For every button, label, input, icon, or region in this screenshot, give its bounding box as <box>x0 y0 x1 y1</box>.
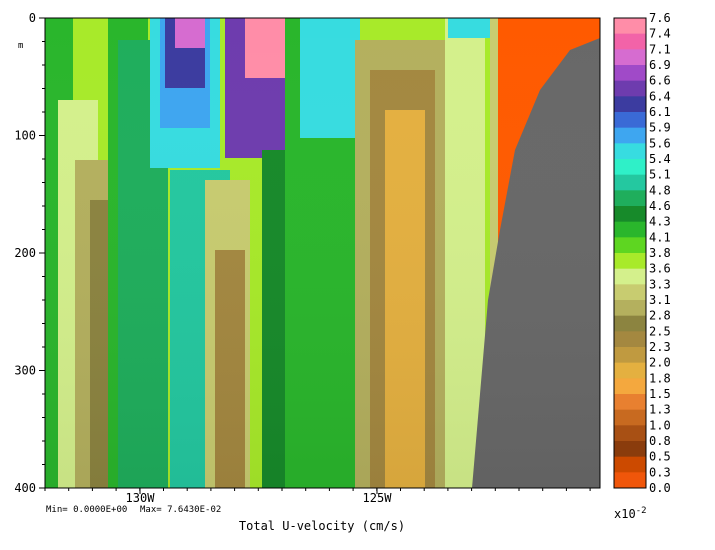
colorbar-swatch <box>614 268 646 285</box>
colorbar-label: 4.1 <box>649 230 671 244</box>
colorbar-label: 6.6 <box>649 74 671 88</box>
colorbar-swatch <box>614 331 646 348</box>
colorbar-swatch <box>614 190 646 207</box>
colorbar-label: 1.5 <box>649 387 671 401</box>
colorbar-label: 0.8 <box>649 434 671 448</box>
colorbar-swatch <box>614 456 646 473</box>
y-tick-label: 100 <box>14 129 36 143</box>
colorbar-label: 3.1 <box>649 293 671 307</box>
colorbar-swatch <box>614 206 646 223</box>
colorbar-label: 0.0 <box>649 481 671 495</box>
colorbar: 7.6 7.47.1 6.9 6.66.4 6.1 5.95.6 5.4 5.14.8 4.6 4… <box>613 11 671 495</box>
colorbar-label: 7.4 <box>649 27 671 41</box>
colorbar-swatch <box>614 300 646 317</box>
colorbar-swatch <box>614 112 646 129</box>
y-axis-label: m <box>18 41 23 51</box>
colorbar-label: 3.3 <box>649 277 671 291</box>
max-stat: Max= 7.6430E-02 <box>140 505 221 515</box>
colorbar-label: 6.1 <box>649 105 671 119</box>
colorbar-label: 2.0 <box>649 356 671 370</box>
colorbar-label: 5.6 <box>649 136 671 150</box>
colorbar-swatch <box>614 253 646 270</box>
colorbar-swatch <box>614 80 646 97</box>
colorbar-label: 4.3 <box>649 215 671 229</box>
colorbar-label: 3.6 <box>649 262 671 276</box>
colorbar-label: 7.1 <box>649 42 671 56</box>
min-stat: Min= 0.0000E+00 <box>46 505 127 515</box>
colorbar-label: 0.3 <box>649 465 671 479</box>
colorbar-label: 4.8 <box>649 183 671 197</box>
colorbar-swatch <box>614 65 646 82</box>
colorbar-label: 2.3 <box>649 340 671 354</box>
colorbar-swatch <box>614 237 646 254</box>
colorbar-swatch <box>614 409 646 426</box>
colorbar-swatch <box>614 315 646 332</box>
colorbar-label: 0.5 <box>649 450 671 464</box>
colorbar-frame <box>613 17 647 489</box>
colorbar-swatch <box>614 18 646 35</box>
colorbar-label: 1.8 <box>649 371 671 385</box>
colorbar-swatch <box>614 362 646 379</box>
colorbar-swatch <box>614 174 646 191</box>
colorbar-label: 5.4 <box>649 152 671 166</box>
colorbar-swatch <box>614 96 646 113</box>
y-tick-label: 400 <box>14 481 36 495</box>
colorbar-swatch <box>614 143 646 160</box>
colorbar-swatch <box>614 221 646 238</box>
colorbar-label: 4.6 <box>649 199 671 213</box>
colorbar-swatch <box>614 425 646 442</box>
colorbar-swatch <box>614 284 646 301</box>
colorbar-label: 2.8 <box>649 309 671 323</box>
colorbar-label: 3.8 <box>649 246 671 260</box>
plot-area <box>44 17 601 489</box>
colorbar-swatch <box>614 441 646 458</box>
colorbar-label: 6.4 <box>649 89 671 103</box>
x-axis-label: Total U-velocity (cm/s) <box>239 519 405 533</box>
colorbar-swatch <box>614 127 646 144</box>
x-tick-label: 125W <box>363 491 393 505</box>
colorbar-swatch <box>614 394 646 411</box>
colorbar-swatch <box>614 472 646 489</box>
colorbar-label: 7.6 <box>649 11 671 25</box>
x-axis: 130W 125W <box>44 488 591 505</box>
colorbar-label: 1.0 <box>649 418 671 432</box>
colorbar-multiplier: x10-2 <box>614 506 647 521</box>
colorbar-label: 5.1 <box>649 168 671 182</box>
colorbar-swatch <box>614 378 646 395</box>
y-tick-label: 300 <box>14 364 36 378</box>
y-axis: 0 100 200 300 400 <box>14 11 45 495</box>
y-tick-label: 0 <box>29 11 36 25</box>
colorbar-swatch <box>614 49 646 66</box>
colorbar-label: 1.3 <box>649 403 671 417</box>
colorbar-label: 2.5 <box>649 324 671 338</box>
colorbar-label: 5.9 <box>649 121 671 135</box>
x-tick-label: 130W <box>126 491 156 505</box>
y-tick-label: 200 <box>14 246 36 260</box>
colorbar-swatch <box>614 347 646 364</box>
colorbar-swatch <box>614 33 646 50</box>
colorbar-swatch <box>614 159 646 176</box>
colorbar-label: 6.9 <box>649 58 671 72</box>
